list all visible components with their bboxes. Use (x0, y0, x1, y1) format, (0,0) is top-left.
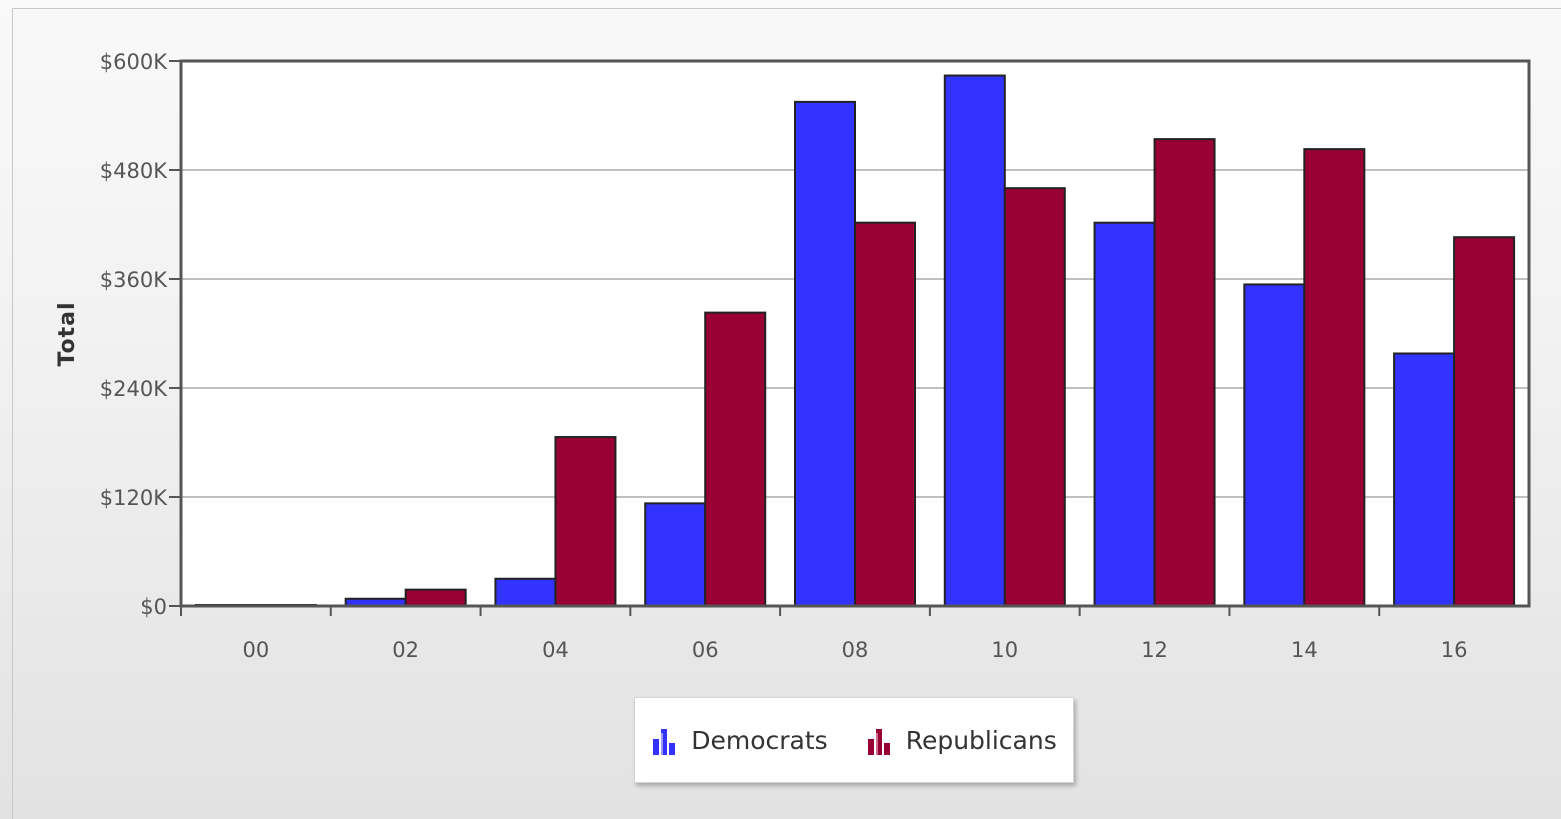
x-tick-label: 08 (842, 638, 869, 662)
bars (194, 74, 1516, 608)
chart-frame (12, 8, 1561, 819)
bar-republicans-04[interactable] (554, 436, 617, 607)
bar-chart-icon (867, 729, 890, 755)
y-tick-label: $0 (140, 595, 167, 619)
bar-democrats-12[interactable] (1093, 221, 1156, 608)
bar-republicans-06[interactable] (704, 311, 767, 607)
x-tick-label: 10 (991, 638, 1018, 662)
bar-republicans-14[interactable] (1303, 148, 1366, 607)
legend: Democrats Republicans (634, 697, 1074, 783)
y-axis-title: Total (55, 301, 80, 366)
y-tick-label: $480K (100, 159, 168, 183)
legend-item-republicans[interactable]: Republicans (866, 725, 1057, 755)
x-axis: 00 02 04 06 08 10 12 14 16 (180, 606, 1468, 662)
legend-label: Republicans (905, 725, 1057, 755)
y-tick-label: $120K (100, 486, 168, 510)
legend-label: Democrats (691, 725, 828, 755)
bar-democrats-08[interactable] (794, 100, 856, 607)
bar-democrats-16[interactable] (1393, 352, 1456, 607)
y-tick-label: $360K (100, 268, 168, 292)
x-tick-label: 04 (542, 638, 569, 662)
x-tick-label: 16 (1441, 638, 1468, 662)
bar-republicans-02[interactable] (404, 588, 467, 608)
x-tick-label: 06 (692, 638, 719, 662)
y-tick-label: $240K (100, 377, 168, 401)
bar-chart-icon (653, 729, 676, 755)
x-tick-label: 00 (243, 638, 270, 662)
x-tick-label: 02 (392, 638, 419, 662)
bar-republicans-10[interactable] (1003, 187, 1066, 608)
y-axis: $0 $120K $240K $360K $480K $600K (100, 50, 181, 619)
bar-republicans-12[interactable] (1153, 138, 1216, 607)
x-tick-label: 14 (1291, 638, 1318, 662)
plot-border (179, 59, 1531, 608)
legend-item-democrats[interactable]: Democrats (651, 725, 828, 755)
bar-republicans-16[interactable] (1453, 236, 1516, 607)
bar-democrats-14[interactable] (1243, 283, 1306, 607)
x-tick-label: 12 (1141, 638, 1168, 662)
bar-democrats-04[interactable] (494, 577, 557, 607)
bar-democrats-06[interactable] (644, 502, 707, 608)
y-tick-label: $600K (100, 50, 168, 74)
bar-democrats-10[interactable] (943, 74, 1006, 608)
bar-republicans-08[interactable] (854, 221, 916, 608)
